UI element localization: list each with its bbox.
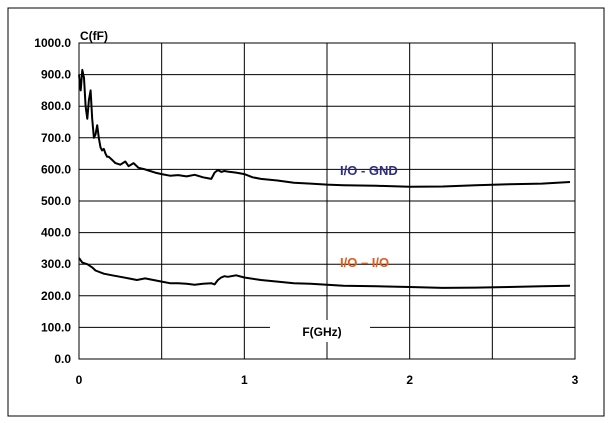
y-tick-labels: 0.0 100.0 200.0 300.0 400.0 500.0 600.0 700.0 80…	[34, 36, 71, 366]
x-tick-label: 1	[241, 373, 248, 387]
x-tick-label: 2	[406, 373, 413, 387]
y-tick-label: 700.0	[41, 131, 71, 145]
x-tick-label: 0	[76, 373, 83, 387]
x-tick-labels: 0 1 2 3	[76, 373, 579, 387]
outer-frame	[7, 7, 605, 417]
series-label-io-io: I/O – I/O	[340, 255, 389, 270]
series-label-io-gnd: I/O - GND	[340, 163, 398, 178]
y-tick-label: 600.0	[41, 162, 71, 176]
plot-border	[78, 42, 576, 360]
y-axis-title: C(fF)	[80, 29, 108, 43]
y-tick-label: 900.0	[41, 68, 71, 82]
series-line-io-gnd	[78, 68, 571, 188]
y-tick-label: 400.0	[41, 226, 71, 240]
y-tick-label: 300.0	[41, 257, 71, 271]
series-lines	[78, 68, 571, 289]
x-tick-label: 3	[572, 373, 579, 387]
y-tick-label: 100.0	[41, 320, 71, 334]
series-line-io-io	[78, 257, 571, 289]
x-axis-title: F(GHz)	[302, 325, 341, 339]
y-tick-label: 200.0	[41, 289, 71, 303]
y-tick-label: 0.0	[54, 352, 71, 366]
x-axis-title-background	[270, 320, 370, 342]
y-tick-label: 1000.0	[34, 36, 71, 50]
y-tick-label: 800.0	[41, 99, 71, 113]
y-tick-label: 500.0	[41, 194, 71, 208]
